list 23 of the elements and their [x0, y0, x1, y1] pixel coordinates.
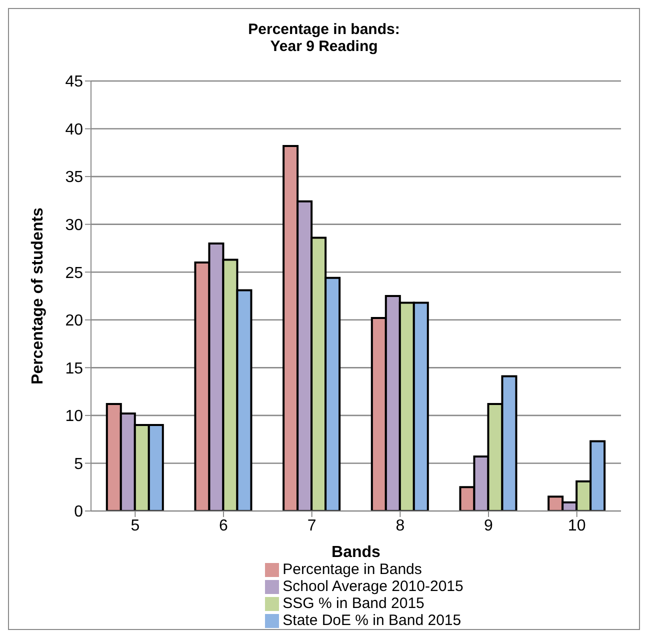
x-tick-label: 5 [130, 517, 140, 534]
y-tick-label: 20 [65, 312, 84, 330]
chart-title: Percentage in bands: Year 9 Reading [247, 21, 401, 55]
x-axis-title: Bands [332, 544, 381, 561]
legend-label: Percentage in Bands [282, 561, 422, 578]
y-tick-label: 5 [74, 456, 84, 473]
legend-label: School Average 2010-2015 [282, 578, 464, 595]
y-tick-label: 10 [65, 408, 84, 426]
y-tick-label: 45 [65, 74, 84, 91]
x-tick-label: 8 [396, 517, 405, 534]
y-tick-label: 35 [65, 169, 84, 186]
x-tick-label: 9 [484, 517, 494, 534]
y-tick-label: 40 [65, 121, 84, 138]
x-tick-label: 7 [307, 517, 316, 534]
y-tick-label: 0 [74, 504, 84, 521]
x-tick-label: 10 [568, 517, 586, 534]
y-tick-label: 15 [65, 360, 84, 378]
x-tick-label: 6 [219, 517, 228, 534]
y-axis-title: Percentage of students [30, 207, 47, 384]
legend-label: SSG % in Band 2015 [282, 595, 424, 612]
y-tick-label: 30 [65, 217, 84, 234]
y-tick-label: 25 [65, 264, 84, 282]
legend-label: State DoE % in Band 2015 [282, 612, 462, 629]
